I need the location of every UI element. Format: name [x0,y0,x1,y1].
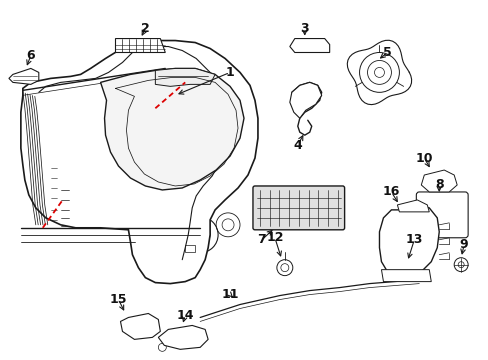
Polygon shape [101,68,244,190]
Text: 9: 9 [459,238,468,251]
Text: 2: 2 [141,22,149,35]
Text: 7: 7 [257,233,266,246]
Polygon shape [381,270,430,282]
Text: 8: 8 [434,179,443,192]
Text: 11: 11 [221,288,238,301]
Polygon shape [289,82,321,118]
Text: 14: 14 [176,309,194,322]
Polygon shape [9,68,39,84]
Text: 10: 10 [415,152,432,165]
Polygon shape [421,170,456,192]
Polygon shape [115,39,165,53]
Polygon shape [158,325,208,349]
Text: 3: 3 [300,22,308,35]
Text: 1: 1 [225,66,234,79]
Polygon shape [155,68,215,86]
Polygon shape [397,200,428,212]
Text: 16: 16 [382,185,399,198]
Text: 13: 13 [405,233,422,246]
FancyBboxPatch shape [252,186,344,230]
Polygon shape [379,205,438,278]
Text: 15: 15 [109,293,127,306]
Text: 5: 5 [382,46,391,59]
FancyBboxPatch shape [415,192,467,238]
Polygon shape [21,41,258,284]
Text: 12: 12 [265,231,283,244]
Text: 6: 6 [26,49,35,62]
Polygon shape [120,314,160,339]
Text: 4: 4 [293,139,302,152]
Polygon shape [289,39,329,53]
